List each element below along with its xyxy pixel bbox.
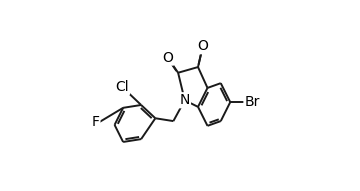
Text: Cl: Cl [115, 80, 129, 94]
Text: Br: Br [244, 95, 260, 109]
Text: N: N [180, 93, 190, 107]
Text: F: F [91, 115, 99, 129]
Text: O: O [197, 39, 208, 53]
Text: O: O [162, 51, 173, 65]
